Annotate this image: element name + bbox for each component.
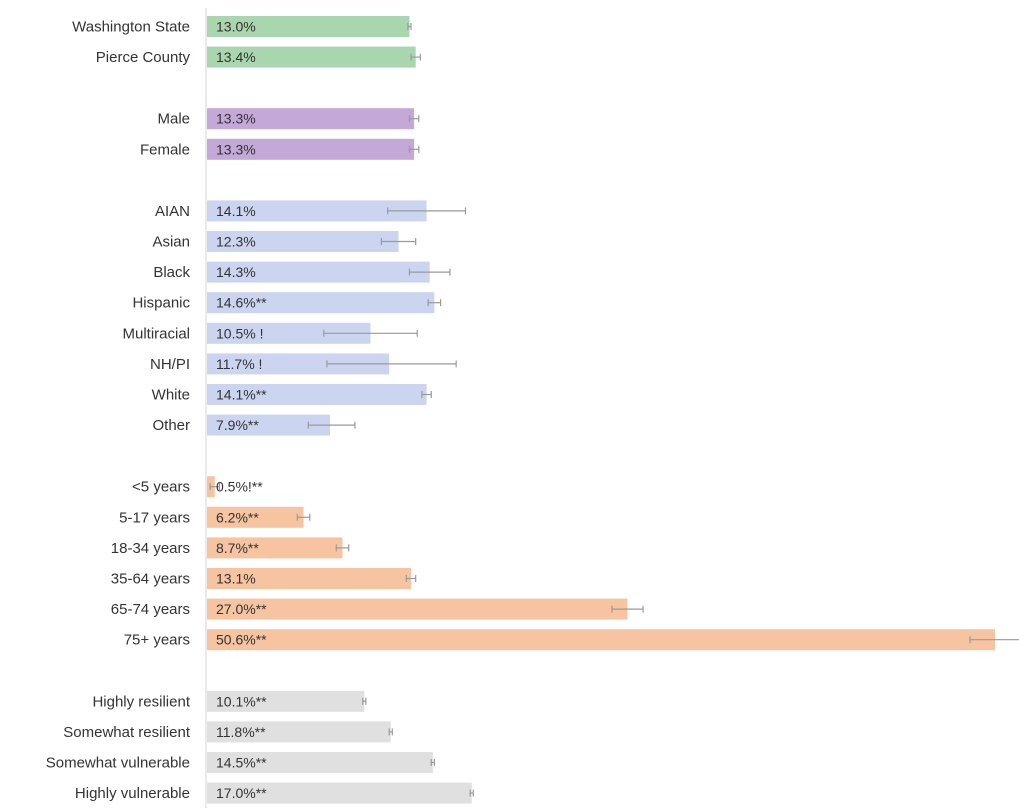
data-label: 13.1% — [216, 571, 256, 587]
category-label: Somewhat vulnerable — [46, 755, 190, 772]
bar — [207, 782, 472, 804]
bar — [207, 752, 433, 773]
data-label: 17.0%** — [216, 785, 267, 801]
data-label: 50.6%** — [216, 632, 267, 648]
category-label: <5 years — [132, 479, 190, 496]
data-label: 0.5%!** — [216, 479, 263, 495]
data-label: 13.4% — [216, 49, 256, 65]
bar — [207, 46, 416, 68]
bar — [207, 721, 391, 743]
data-label: 11.8%** — [216, 724, 266, 740]
bar — [207, 414, 331, 436]
data-label: 14.1%** — [216, 387, 267, 403]
data-label: 13.3% — [216, 111, 256, 127]
data-label: 8.7%** — [216, 540, 259, 556]
bar — [207, 231, 399, 252]
bar — [207, 200, 427, 222]
category-label: 75+ years — [124, 632, 190, 649]
bar — [207, 261, 430, 283]
bar — [207, 108, 415, 130]
bar — [207, 384, 427, 405]
data-label: 27.0%** — [216, 601, 267, 617]
category-label: Black — [153, 264, 190, 281]
category-label: 35-64 years — [111, 571, 190, 588]
data-label: 13.0% — [216, 19, 256, 35]
chart-rows: Washington State 13.0% Pierce County 13.4% M… — [46, 16, 1019, 804]
bar — [207, 537, 343, 559]
category-label: Hispanic — [132, 295, 190, 312]
data-label: 13.3% — [216, 141, 256, 157]
category-label: Somewhat resilient — [63, 724, 191, 741]
category-label: Highly vulnerable — [75, 785, 190, 802]
category-label: 65-74 years — [111, 601, 190, 618]
data-label: 14.5%** — [216, 755, 267, 771]
bar — [207, 138, 415, 160]
data-label: 7.9%** — [216, 417, 259, 433]
category-label: NH/PI — [150, 356, 190, 373]
bar — [207, 353, 390, 375]
category-label: AIAN — [155, 203, 190, 220]
bar — [207, 322, 371, 344]
category-label: Multiracial — [122, 325, 190, 342]
category-label: 5-17 years — [119, 509, 190, 526]
data-label: 10.5% ! — [216, 325, 263, 341]
category-label: Other — [152, 417, 190, 434]
bar — [207, 629, 995, 651]
bar — [207, 598, 628, 620]
data-label: 11.7% ! — [216, 356, 262, 372]
category-label: Asian — [152, 234, 190, 251]
data-label: 14.6%** — [216, 295, 267, 311]
category-label: White — [152, 387, 190, 404]
category-label: Pierce County — [96, 49, 191, 66]
bar — [207, 690, 365, 712]
bar — [207, 568, 412, 589]
bar — [207, 506, 304, 528]
category-label: Male — [157, 111, 190, 128]
category-label: Washington State — [72, 19, 190, 36]
data-label: 14.3% — [216, 264, 256, 280]
category-label: 18-34 years — [111, 540, 190, 557]
data-label: 6.2%** — [216, 509, 259, 525]
data-label: 12.3% — [216, 234, 256, 250]
data-label: 10.1%** — [216, 693, 267, 709]
category-label: Highly resilient — [92, 693, 190, 710]
bar — [207, 292, 435, 314]
bar — [207, 16, 410, 37]
data-label: 14.1% — [216, 203, 256, 219]
category-label: Female — [140, 141, 190, 158]
